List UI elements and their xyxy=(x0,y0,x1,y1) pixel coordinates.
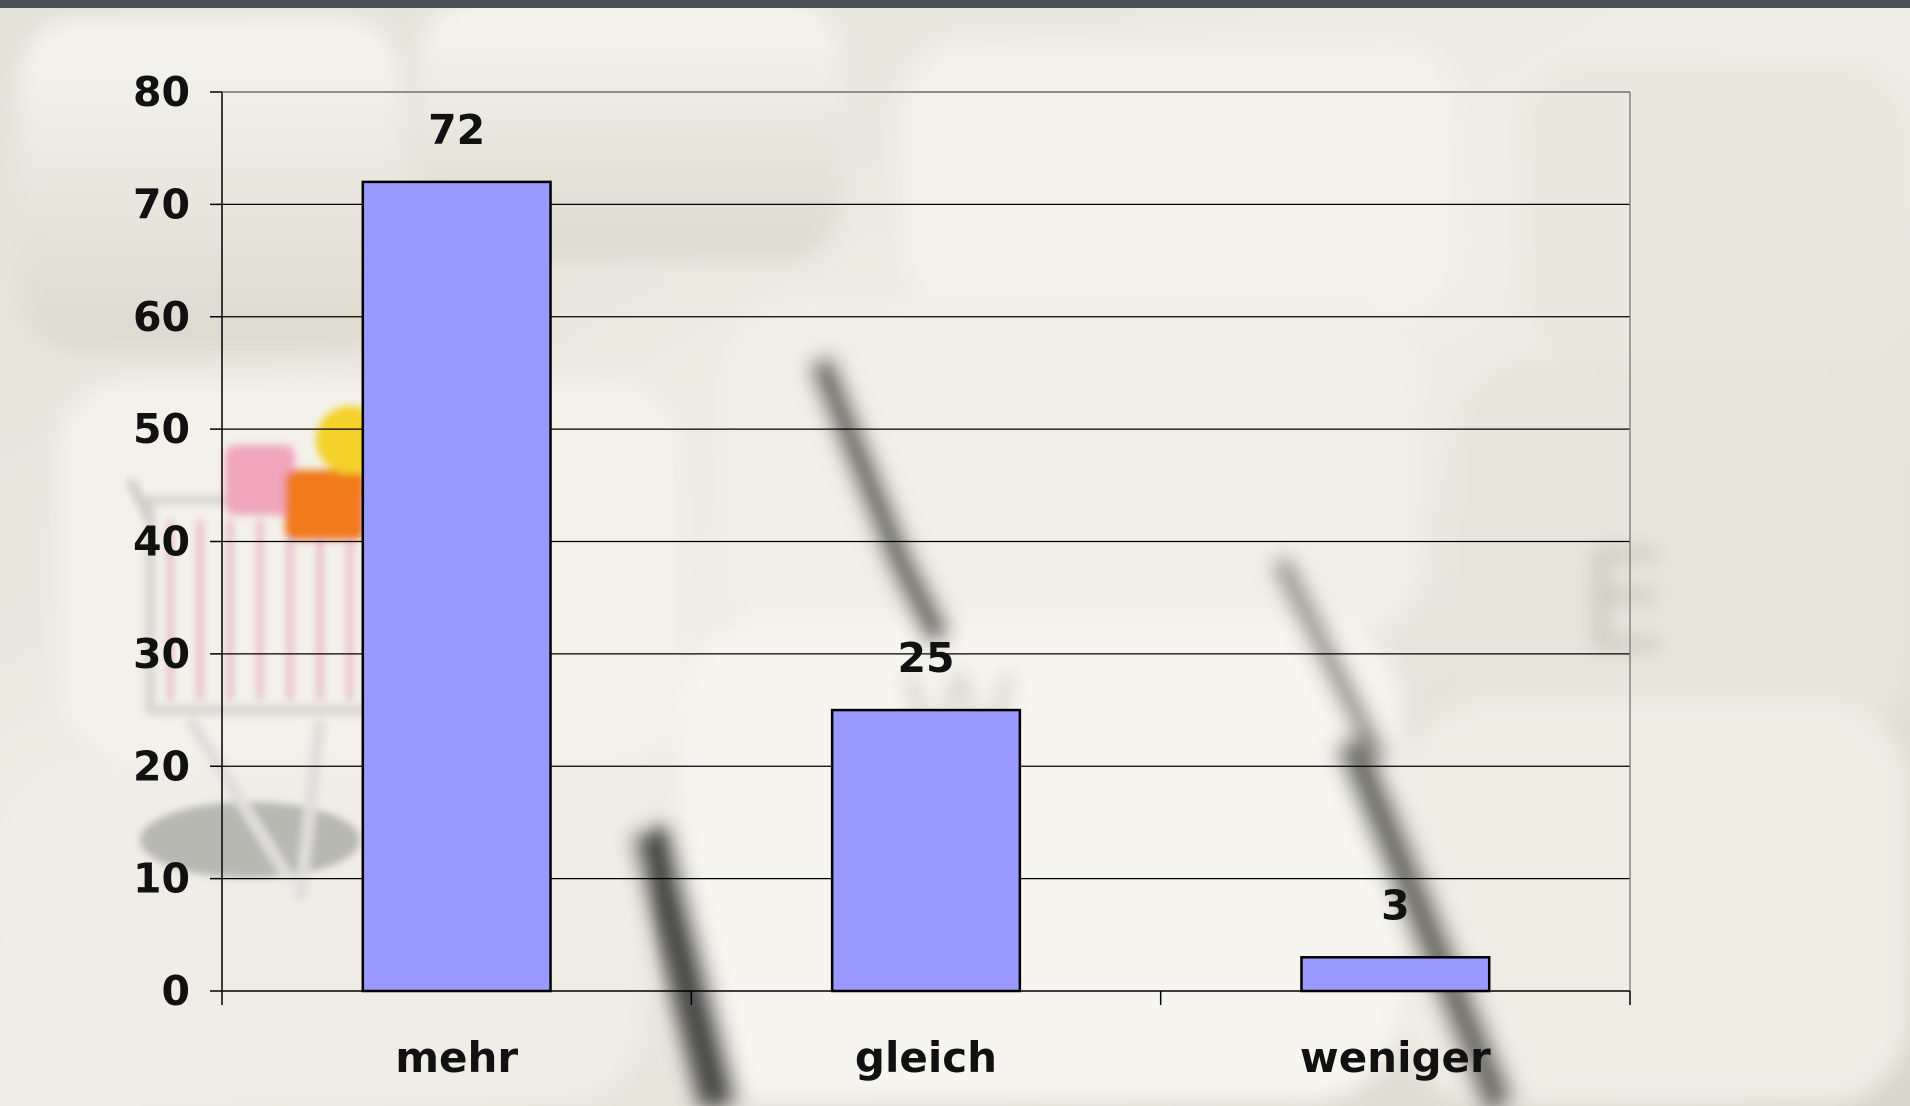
y-tick-label: 0 xyxy=(161,967,190,1015)
category-label-gleich: gleich xyxy=(855,1033,997,1082)
data-label-mehr: 72 xyxy=(428,106,485,154)
y-tick-label: 30 xyxy=(133,630,190,678)
y-tick-label: 50 xyxy=(133,405,190,453)
category-label-weniger: weniger xyxy=(1300,1033,1491,1082)
bar-mehr xyxy=(361,180,552,993)
labels: 0 10 20 30 40 50 60 70 80 72 mehr 25 gleich 3 weniger xyxy=(133,68,1491,1082)
y-tick-label: 80 xyxy=(133,68,190,116)
bars xyxy=(361,180,1491,993)
y-tick-label: 70 xyxy=(133,180,190,228)
bar-weniger xyxy=(1300,956,1491,993)
svg-text:E: E xyxy=(1580,521,1668,684)
y-tick-label: 40 xyxy=(133,518,190,566)
y-tick-label: 20 xyxy=(133,742,190,790)
y-tick-label: 60 xyxy=(133,293,190,341)
y-tick-label: 10 xyxy=(133,855,190,903)
bar-gleich xyxy=(830,708,1022,993)
data-label-weniger: 3 xyxy=(1381,881,1410,929)
category-label-mehr: mehr xyxy=(395,1033,518,1082)
data-label-gleich: 25 xyxy=(897,634,954,682)
